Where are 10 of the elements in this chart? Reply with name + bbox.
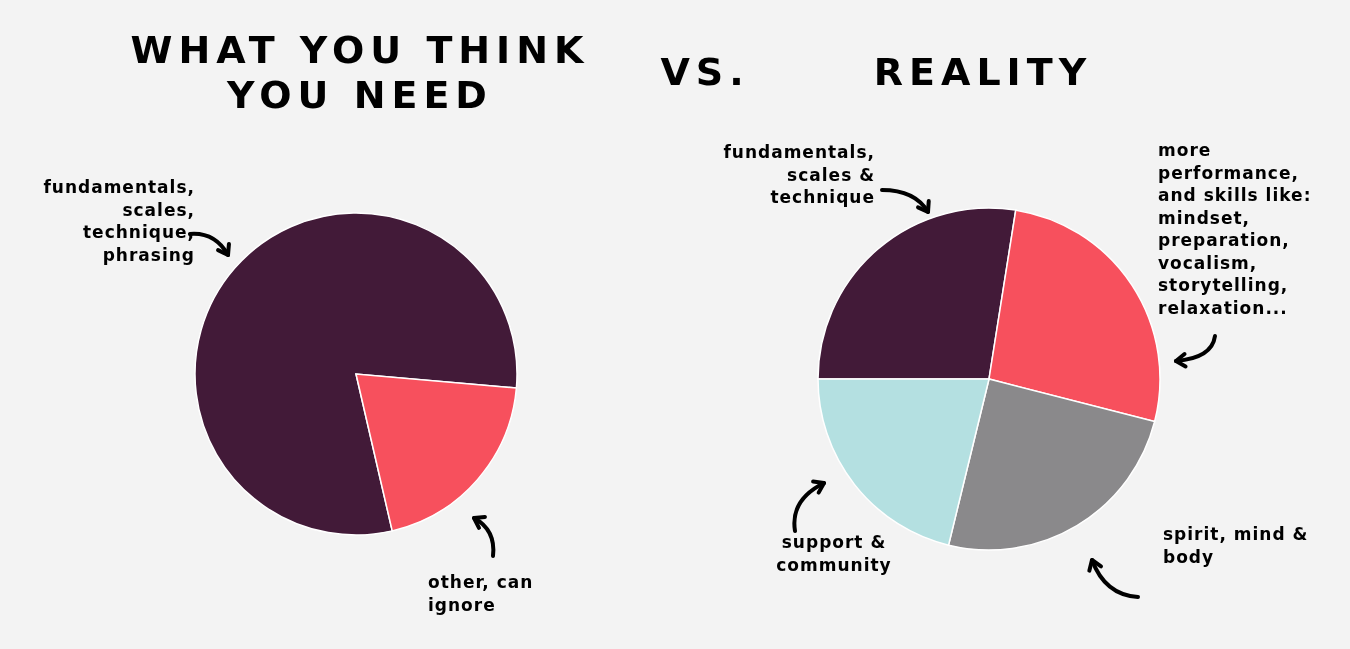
chart-title: WHAT YOU THINK YOU NEED: [130, 28, 590, 117]
text: VS.: [660, 50, 750, 94]
slice-label: support & community: [776, 532, 892, 575]
slice-label: fundamentals, scales & technique: [723, 142, 875, 207]
slice-label: spirit, mind & body: [1163, 524, 1309, 567]
slice-label: more performance, and skills like: mindset, preparation, vocalism, storytelling, relaxation...: [1158, 140, 1312, 318]
slice-label: fundamentals, scales, technique, phrasing: [43, 177, 195, 265]
pie-slice: [194, 212, 518, 536]
slice-label: other, can ignore: [428, 572, 534, 615]
chart-title: REALITY: [873, 50, 1093, 94]
